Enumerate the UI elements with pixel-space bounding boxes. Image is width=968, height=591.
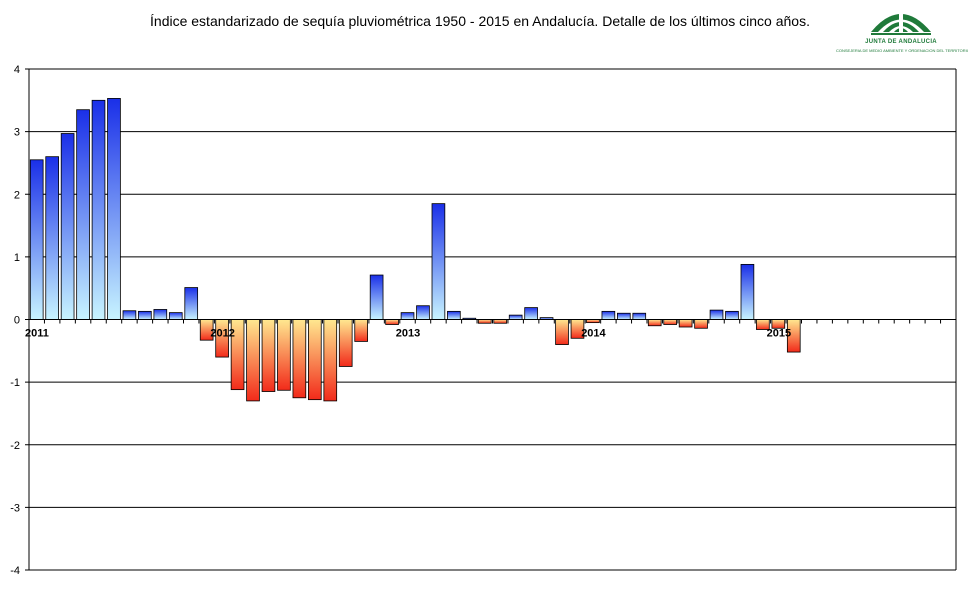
bar [168, 312, 183, 320]
bar [709, 309, 724, 320]
bar [740, 263, 755, 320]
bar [663, 319, 677, 325]
bar [524, 307, 538, 320]
bar [29, 159, 44, 320]
bar [369, 274, 384, 320]
bar [184, 287, 199, 320]
chart-title: Índice estandarizado de sequía pluviomét… [150, 13, 810, 29]
bar [694, 319, 708, 329]
bar [400, 312, 415, 320]
axis-labels: -4 -3 -2 -1 0 1 2 3 4 2011 2012 2013 2014 2015 [10, 64, 791, 577]
y-tick-label: 1 [14, 252, 20, 264]
bar [338, 319, 353, 367]
logo-emblem-icon [871, 6, 931, 35]
bar [477, 319, 492, 324]
y-tick-label: 2 [14, 189, 20, 201]
bar [45, 156, 59, 320]
axes [28, 69, 957, 570]
y-tick-label: -3 [10, 502, 20, 514]
logo-line-1: JUNTA DE ANDALUCIA [865, 39, 937, 45]
bar [91, 99, 106, 320]
bar [76, 109, 90, 320]
bar [60, 133, 75, 320]
bar [246, 319, 260, 402]
y-tick-label: -1 [10, 377, 20, 389]
year-label: 2012 [210, 328, 234, 340]
bar [122, 310, 137, 320]
bar [508, 314, 523, 320]
bar [617, 312, 631, 320]
bar [725, 310, 739, 320]
bar [493, 319, 508, 324]
bar [261, 319, 276, 392]
y-tick-label: -2 [10, 440, 20, 452]
bar [354, 319, 368, 342]
year-label: 2015 [767, 328, 791, 340]
bar [277, 319, 291, 391]
bar [416, 305, 430, 320]
logo-line-2: CONSEJERIA DE MEDIO AMBIENTE Y ORDENACIO… [836, 48, 968, 53]
junta-andalucia-logo: JUNTA DE ANDALUCIA CONSEJERIA DE MEDIO A… [836, 2, 968, 60]
bar [385, 319, 399, 325]
bar [431, 203, 446, 320]
bars [29, 98, 801, 402]
bar [632, 312, 647, 320]
y-tick-label: 3 [14, 127, 20, 139]
y-tick-label: 0 [14, 315, 20, 327]
bar [153, 309, 168, 320]
bar [292, 319, 307, 399]
bar [601, 310, 616, 320]
bar [555, 319, 569, 345]
year-label: 2011 [25, 328, 49, 340]
bar [447, 310, 461, 320]
y-tick-label: -4 [10, 565, 20, 577]
bar [107, 98, 121, 320]
year-label: 2013 [396, 328, 420, 340]
year-label: 2014 [581, 328, 606, 340]
y-tick-label: 4 [14, 64, 20, 76]
bar [308, 319, 322, 401]
bar [138, 310, 152, 320]
bar [647, 319, 662, 327]
bar [678, 319, 693, 328]
bar [323, 319, 338, 402]
